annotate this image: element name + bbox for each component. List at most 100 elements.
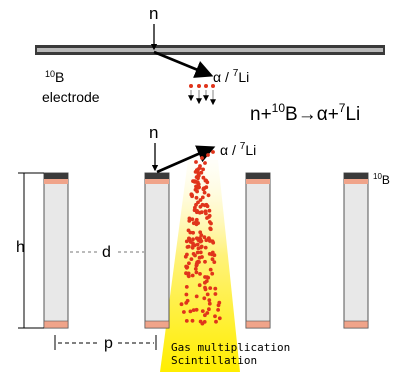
ionization-dot <box>186 228 191 233</box>
ionization-dot <box>200 156 204 160</box>
bottom-neutron-label: n <box>149 123 158 142</box>
ionization-dot <box>203 209 208 214</box>
ionization-dot <box>191 230 196 235</box>
ionization-dot <box>211 240 216 245</box>
d-label: d <box>102 244 111 261</box>
ionization-dot <box>187 236 192 241</box>
ionization-dot <box>190 217 195 222</box>
electrode-4 <box>343 172 369 329</box>
electrode-1 <box>43 172 69 329</box>
ionization-dot <box>203 285 207 290</box>
ionization-dot <box>211 150 215 154</box>
scintillation-text: Scintillation <box>171 354 257 367</box>
ionization-dot <box>210 257 215 262</box>
ionization-dot <box>184 285 189 289</box>
ionization-dot <box>203 313 207 318</box>
ionization-dot <box>202 190 207 195</box>
ionization-dot <box>200 309 205 313</box>
ionization-dot <box>195 242 200 247</box>
ionization-dot <box>194 160 198 164</box>
ionization-dot <box>191 237 195 242</box>
ionization-dot <box>188 240 193 244</box>
right-boron-label: 10B <box>373 172 390 187</box>
ionization-dot <box>192 179 197 184</box>
h-label: h <box>16 239 25 256</box>
ionization-dot <box>194 219 199 224</box>
ionization-dot <box>194 202 198 207</box>
ionization-dot <box>213 314 217 319</box>
ionization-dot <box>186 271 191 276</box>
ionization-dot <box>207 298 212 303</box>
boron-label: 10B <box>45 69 64 85</box>
ionization-dot <box>202 235 207 240</box>
ionization-dot <box>179 302 184 307</box>
ionization-dot <box>194 263 199 268</box>
top-sputter-arrows <box>188 84 216 106</box>
ionization-dot <box>205 311 210 315</box>
ionization-dot <box>199 210 204 215</box>
ionization-dot <box>203 178 208 183</box>
electrode-label: electrode <box>42 89 100 105</box>
ionization-dot <box>198 250 203 255</box>
ionization-dot <box>207 208 212 213</box>
ionization-dot <box>188 309 193 314</box>
ionization-dot <box>195 250 200 255</box>
ionization-dot <box>207 238 212 242</box>
ionization-dot <box>206 193 211 198</box>
ionization-dot <box>198 230 203 235</box>
ionization-dot <box>195 189 200 194</box>
ionization-dot <box>199 245 203 250</box>
ionization-dot <box>213 292 218 296</box>
electrode-2 <box>144 172 170 329</box>
ionization-dot <box>206 153 210 157</box>
ionization-dot <box>191 252 196 256</box>
ionization-dot <box>207 301 212 306</box>
ionization-dot <box>214 319 218 324</box>
ionization-dot <box>208 286 213 290</box>
ionization-dot <box>186 274 191 279</box>
ionization-dot <box>198 204 203 209</box>
particle-dots <box>179 150 222 326</box>
ionization-dot <box>217 300 222 305</box>
ionization-dot <box>187 261 191 266</box>
ionization-dot <box>185 252 189 257</box>
ionization-dot <box>182 310 186 314</box>
ionization-dot <box>184 239 189 244</box>
ionization-dot <box>207 307 211 312</box>
ionization-dot <box>191 308 196 312</box>
ionization-dot <box>194 168 199 173</box>
ionization-dot <box>187 219 192 223</box>
p-label: p <box>104 335 113 352</box>
ionization-dot <box>201 175 206 180</box>
electrode-3 <box>245 172 271 329</box>
top-product-label: α / 7Li <box>213 68 249 85</box>
ionization-dot <box>194 236 199 241</box>
ionization-dot <box>201 187 206 192</box>
ionization-dot <box>203 259 207 264</box>
ionization-dot <box>194 195 199 200</box>
ionization-dot <box>202 320 207 324</box>
bottom-product-label: α / 7Li <box>220 141 256 158</box>
ionization-dot <box>190 318 195 323</box>
top-electrode <box>35 45 385 55</box>
ionization-dot <box>205 275 209 279</box>
reaction-formula: n+10B→α+7Li <box>250 101 360 125</box>
ionization-dot <box>193 205 197 210</box>
ionization-dot <box>193 267 198 271</box>
ionization-dot <box>194 175 199 180</box>
ionization-dot <box>194 270 199 275</box>
dimension-h <box>18 172 44 329</box>
ionization-dot <box>205 216 209 220</box>
ionization-dot <box>195 210 199 215</box>
ionization-dot <box>216 308 221 312</box>
ionization-dot <box>189 192 194 197</box>
ionization-dot <box>208 226 213 231</box>
ionization-dot <box>184 292 189 297</box>
ionization-dot <box>204 238 209 243</box>
ionization-dot <box>192 243 197 248</box>
ionization-dot <box>203 245 208 250</box>
ionization-dot <box>184 264 189 269</box>
ionization-dot <box>213 286 218 291</box>
top-product-arrow <box>153 50 214 78</box>
ionization-dot <box>198 198 203 202</box>
